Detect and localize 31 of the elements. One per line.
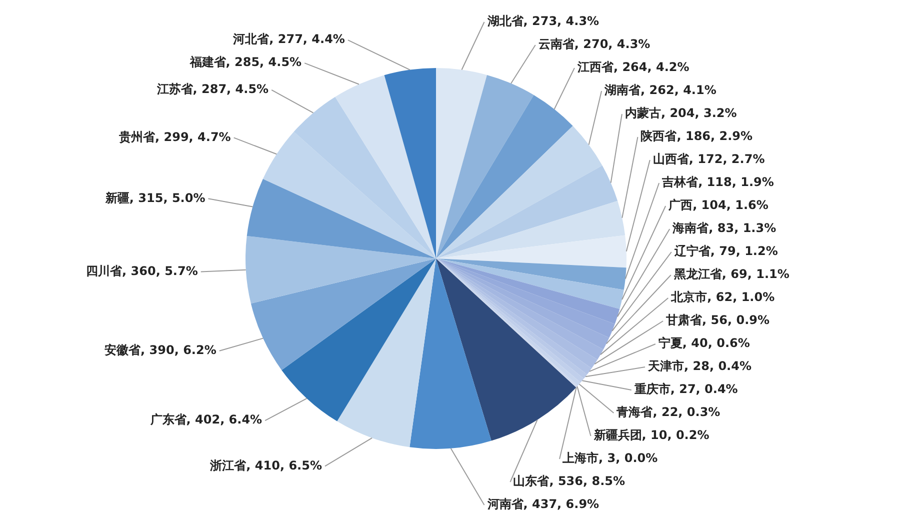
slice-label: 内蒙古, 204, 3.2%	[624, 106, 737, 120]
slice-label: 辽宁省, 79, 1.2%	[673, 244, 778, 258]
slice-label: 重庆市, 27, 0.4%	[633, 382, 738, 396]
slice-label: 河南省, 437, 6.9%	[486, 497, 600, 512]
slice-label: 福建省, 285, 4.5%	[188, 55, 302, 70]
slice-label: 吉林省, 118, 1.9%	[661, 175, 774, 190]
slice-label: 北京市, 62, 1.0%	[670, 290, 775, 304]
slice-label: 新疆兵团, 10, 0.2%	[592, 428, 710, 442]
slice-label: 天津市, 28, 0.4%	[647, 359, 752, 374]
slice-label: 浙江省, 410, 6.5%	[209, 458, 322, 472]
slice-label: 广西, 104, 1.6%	[668, 198, 768, 212]
slice-label: 宁夏, 40, 0.6%	[658, 336, 750, 350]
slice-label: 湖南省, 262, 4.1%	[604, 83, 716, 98]
slice-label: 云南省, 270, 4.3%	[538, 37, 650, 52]
slice-label: 山东省, 536, 8.5%	[513, 474, 626, 488]
slice-label: 甘肃省, 56, 0.9%	[665, 313, 770, 328]
slice-label: 新疆, 315, 5.0%	[104, 190, 206, 205]
slice-label: 江西省, 264, 4.2%	[576, 60, 690, 74]
slice-label: 陕西省, 186, 2.9%	[640, 129, 753, 144]
slice-label: 贵州省, 299, 4.7%	[118, 130, 231, 144]
slice-label: 湖北省, 273, 4.3%	[486, 14, 600, 28]
slice-label: 河北省, 277, 4.4%	[232, 32, 345, 46]
slice-label: 黑龙江省, 69, 1.1%	[672, 267, 790, 282]
slice-label: 山西省, 172, 2.7%	[652, 152, 765, 166]
slice-label: 广东省, 402, 6.4%	[149, 412, 262, 427]
slice-label: 青海省, 22, 0.3%	[616, 405, 720, 420]
slice-label: 上海市, 3, 0.0%	[562, 451, 658, 466]
slice-label: 江苏省, 287, 4.5%	[156, 82, 269, 96]
slice-label: 安徽省, 390, 6.2%	[104, 343, 216, 357]
slice-label: 四川省, 360, 5.7%	[86, 264, 198, 278]
slice-label: 海南省, 83, 1.3%	[672, 221, 776, 236]
